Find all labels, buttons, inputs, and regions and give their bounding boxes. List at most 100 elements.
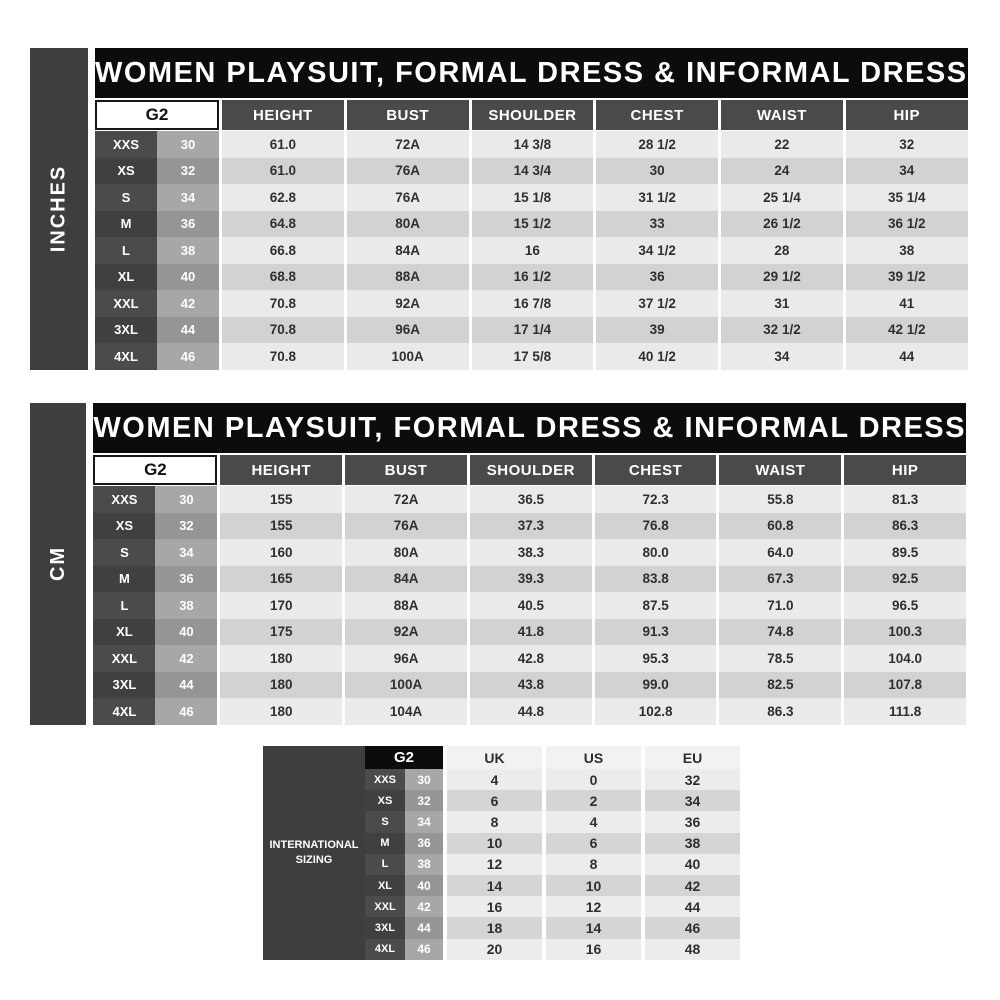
size-row-xl: XL 40 68.8 88A 16 1/2 36 29 1/2 39 1/2 <box>95 263 968 290</box>
value-cell: 33 <box>596 210 719 237</box>
value-cell: 87.5 <box>594 592 717 619</box>
column-header-shoulder: SHOULDER <box>471 100 594 130</box>
size-row-xxs: XXS 30 4 0 32 <box>365 769 741 791</box>
value-cell: 68.8 <box>222 263 344 290</box>
size-row-m: M 36 10 6 38 <box>365 832 741 854</box>
size-label: XXS <box>95 131 157 158</box>
value-cell: 2 <box>546 790 641 812</box>
value-cell: 30 <box>596 157 719 184</box>
size-label: M <box>93 565 156 592</box>
table-title: WOMEN PLAYSUIT, FORMAL DRESS & INFORMAL … <box>95 48 968 98</box>
g2-corner-cell: G2 <box>95 100 219 130</box>
international-sizing-label: INTERNATIONAL SIZING <box>269 839 359 866</box>
value-cell: 34 <box>645 790 740 812</box>
value-cell: 39 <box>596 316 719 343</box>
size-label: L <box>95 237 157 264</box>
value-cell: 14 3/4 <box>471 157 594 184</box>
size-label: 3XL <box>93 671 156 698</box>
column-header-row: G2 HEIGHT BUST SHOULDER CHEST WAIST HIP <box>93 455 967 485</box>
size-label: S <box>365 811 405 833</box>
value-cell: 55.8 <box>719 486 842 513</box>
value-cell: 8 <box>447 811 542 833</box>
value-cell: 42.8 <box>469 645 592 672</box>
value-cell: 36.5 <box>469 486 592 513</box>
value-cell: 17 5/8 <box>471 343 594 370</box>
size-row-l: L 38 66.8 84A 16 34 1/2 28 38 <box>95 237 968 264</box>
value-cell: 15 1/2 <box>471 210 594 237</box>
value-cell: 175 <box>220 618 343 645</box>
value-cell: 92A <box>345 618 467 645</box>
value-cell: 100A <box>346 343 469 370</box>
size-number: 34 <box>405 811 443 833</box>
column-header-us: US <box>546 746 641 769</box>
size-row-3xl: 3XL 44 180 100A 43.8 99.0 82.5 107.8 <box>93 671 967 698</box>
size-number: 30 <box>405 769 443 791</box>
value-cell: 66.8 <box>222 237 344 264</box>
size-row-l: L 38 12 8 40 <box>365 853 741 875</box>
size-number: 32 <box>405 790 443 812</box>
value-cell: 14 3/8 <box>471 131 594 158</box>
value-cell: 64.0 <box>719 539 842 566</box>
value-cell: 91.3 <box>594 618 717 645</box>
column-header-height: HEIGHT <box>222 100 344 130</box>
value-cell: 80A <box>346 210 469 237</box>
value-cell: 39 1/2 <box>845 263 968 290</box>
size-number: 36 <box>157 210 219 237</box>
value-cell: 155 <box>220 512 343 539</box>
value-cell: 4 <box>447 769 542 791</box>
value-cell: 170 <box>220 592 343 619</box>
g2-corner-cell: G2 <box>365 746 443 769</box>
size-label: XL <box>93 618 156 645</box>
size-row-xl: XL 40 14 10 42 <box>365 874 741 897</box>
value-cell: 6 <box>447 790 542 812</box>
value-cell: 17 1/4 <box>471 316 594 343</box>
value-cell: 37 1/2 <box>596 290 719 317</box>
value-cell: 41.8 <box>469 618 592 645</box>
value-cell: 4 <box>546 811 641 833</box>
value-cell: 26 1/2 <box>721 210 843 237</box>
value-cell: 14 <box>447 874 542 897</box>
value-cell: 31 1/2 <box>596 184 719 211</box>
value-cell: 78.5 <box>719 645 842 672</box>
value-cell: 92A <box>346 290 469 317</box>
value-cell: 160 <box>220 539 343 566</box>
size-label: XXL <box>93 645 156 672</box>
value-cell: 41 <box>845 290 968 317</box>
value-cell: 32 1/2 <box>721 316 843 343</box>
size-row-4xl: 4XL 46 180 104A 44.8 102.8 86.3 111.8 <box>93 698 967 725</box>
size-number: 42 <box>405 896 443 918</box>
value-cell: 76A <box>345 512 467 539</box>
size-row-xxl: XXL 42 16 12 44 <box>365 896 741 918</box>
international-sizing-table: INTERNATIONAL SIZING G2 UK US EU XXS 30 4 0 32… <box>263 746 741 960</box>
size-row-4xl: 4XL 46 20 16 48 <box>365 938 741 960</box>
international-rows: XXS 30 4 0 32 XS 32 6 2 34 S 34 8 4 36 M 36 10 6 38 L 38 12 8 40… <box>365 769 741 960</box>
value-cell: 76A <box>346 157 469 184</box>
cm-size-table: CM WOMEN PLAYSUIT, FORMAL DRESS & INFORM… <box>30 403 967 725</box>
value-cell: 34 <box>721 343 843 370</box>
value-cell: 0 <box>546 769 641 791</box>
size-label: 3XL <box>365 917 405 939</box>
value-cell: 82.5 <box>719 671 842 698</box>
value-cell: 102.8 <box>594 698 717 725</box>
value-cell: 88A <box>346 263 469 290</box>
value-cell: 42 1/2 <box>845 316 968 343</box>
size-number: 32 <box>157 157 219 184</box>
value-cell: 96A <box>345 645 467 672</box>
value-cell: 29 1/2 <box>721 263 843 290</box>
value-cell: 180 <box>220 645 343 672</box>
value-cell: 38 <box>845 237 968 264</box>
value-cell: 104A <box>345 698 467 725</box>
value-cell: 28 <box>721 237 843 264</box>
value-cell: 99.0 <box>594 671 717 698</box>
size-number: 38 <box>155 592 218 619</box>
value-cell: 46 <box>645 917 740 939</box>
size-number: 42 <box>157 290 219 317</box>
inches-rows: XXS 30 61.0 72A 14 3/8 28 1/2 22 32 XS 32 61.0 76A 1… <box>95 131 968 370</box>
size-label: XL <box>95 263 157 290</box>
value-cell: 8 <box>546 853 641 875</box>
column-header-height: HEIGHT <box>220 455 343 485</box>
value-cell: 86.3 <box>719 698 842 725</box>
size-number: 42 <box>155 645 218 672</box>
value-cell: 25 1/4 <box>721 184 843 211</box>
value-cell: 40 <box>645 853 740 875</box>
